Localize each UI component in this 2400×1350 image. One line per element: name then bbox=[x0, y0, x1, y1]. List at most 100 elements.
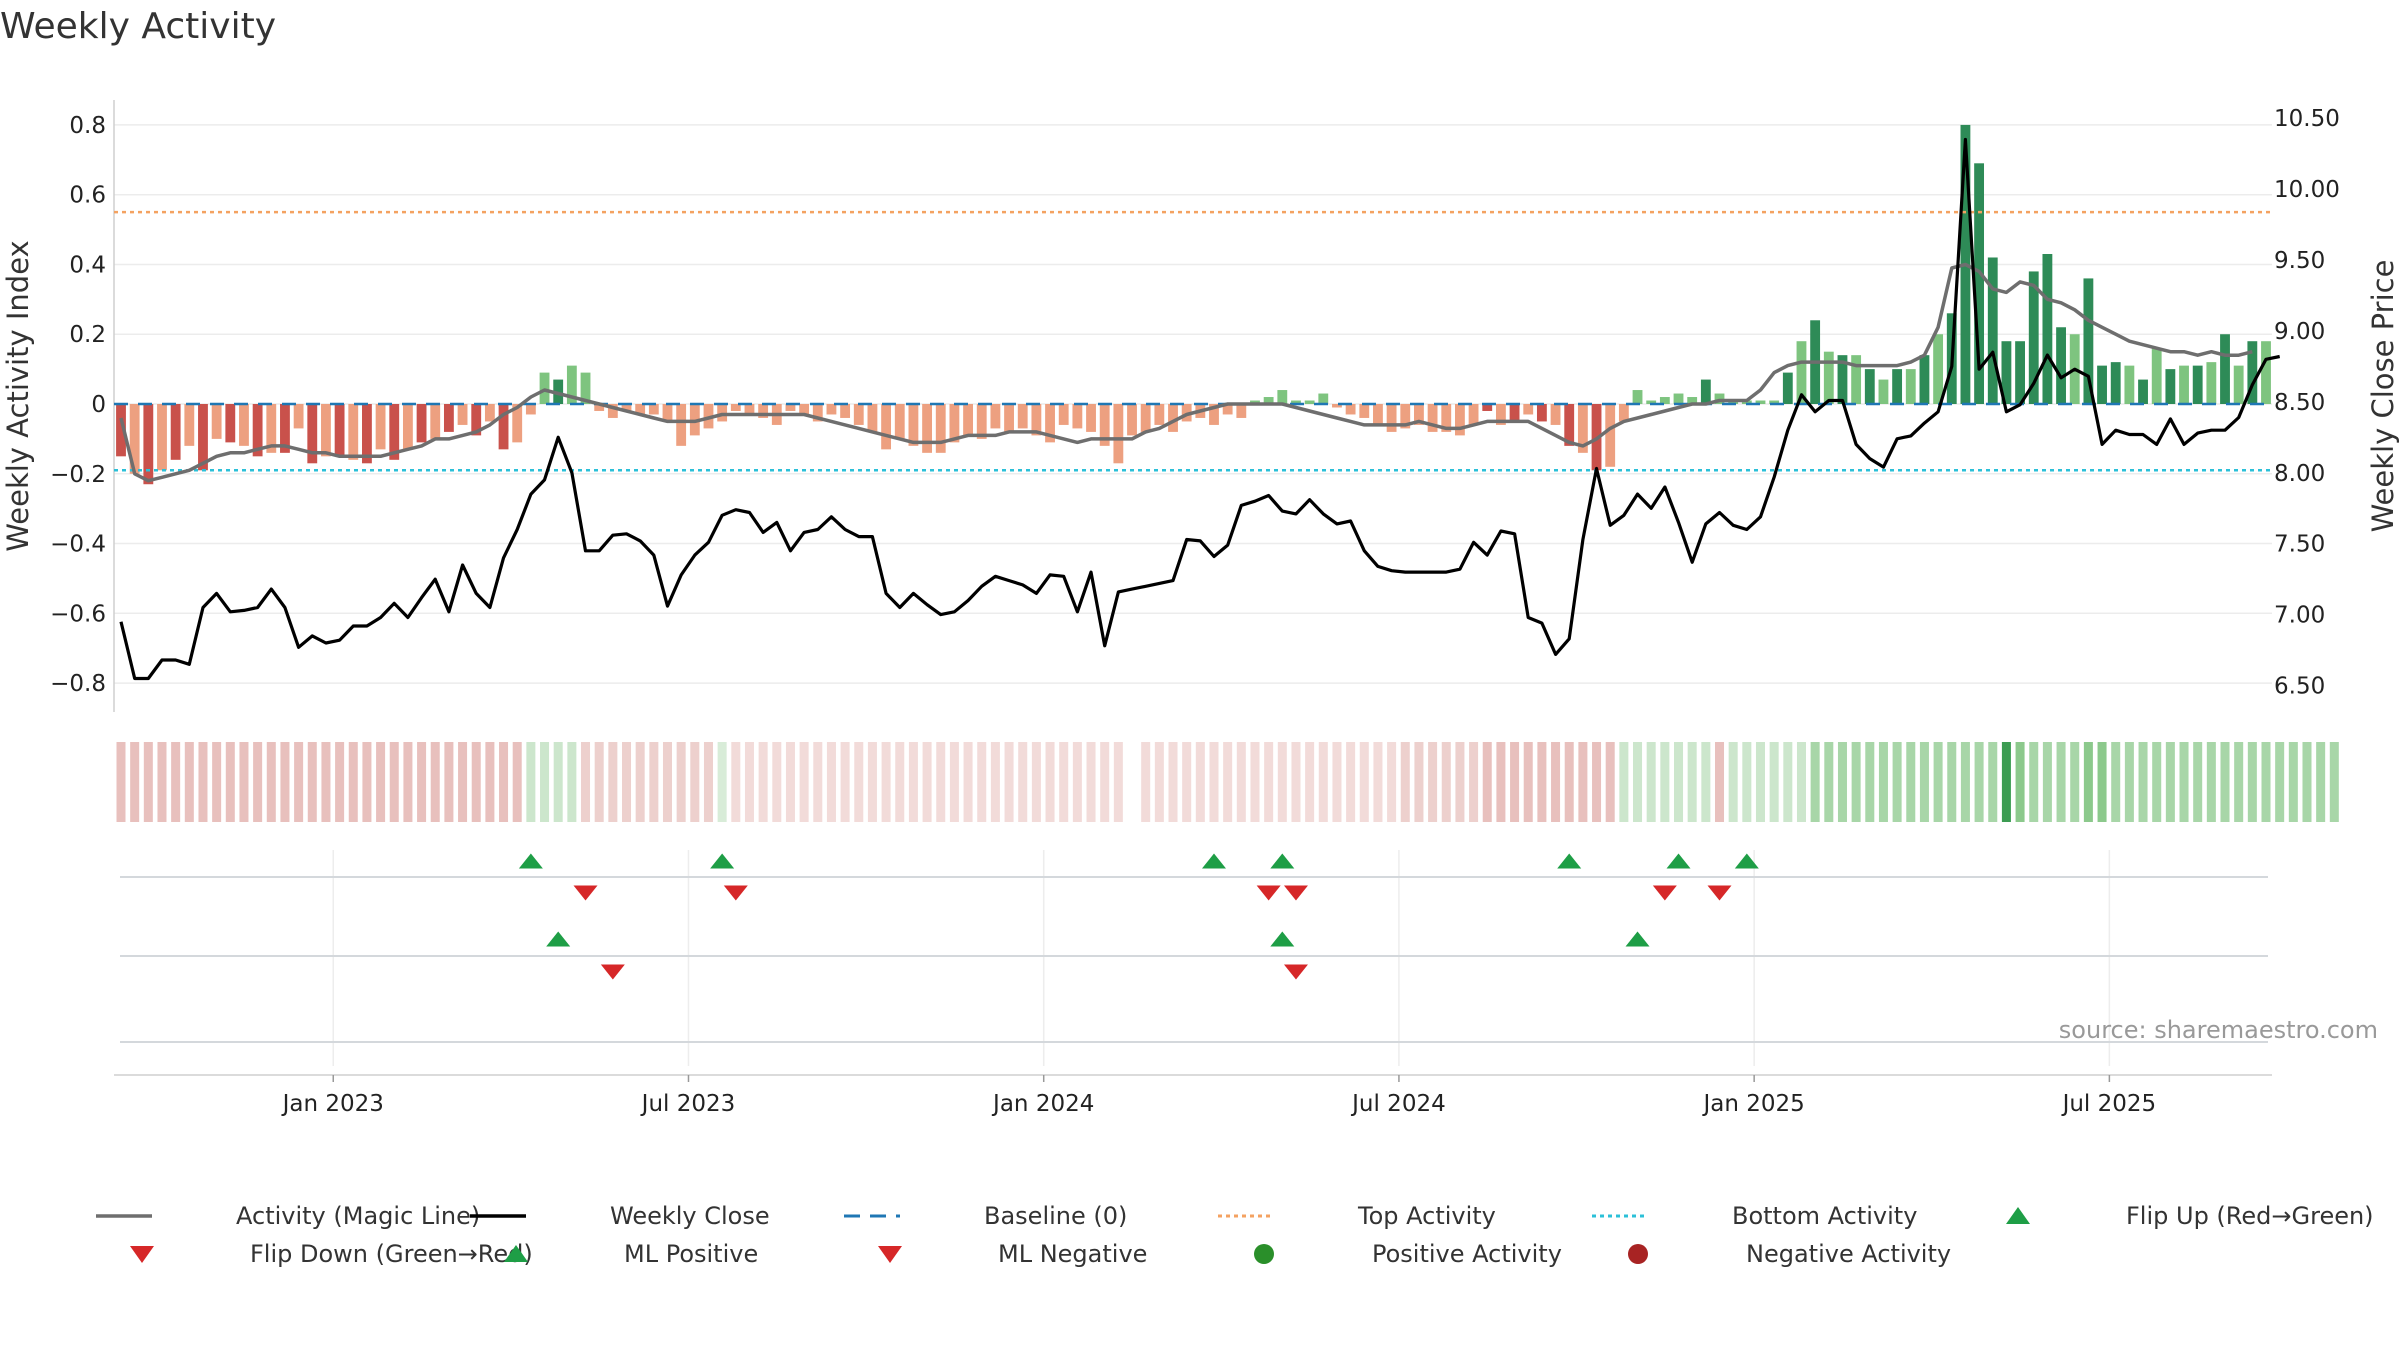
activity-bar bbox=[2083, 278, 2094, 404]
legend-label: ML Negative bbox=[998, 1240, 1147, 1268]
activity-bar bbox=[1796, 341, 1807, 404]
strip-cell bbox=[485, 742, 495, 822]
legend-swatch bbox=[504, 1245, 528, 1262]
strip-cell bbox=[2152, 742, 2162, 822]
left-axis-label: Weekly Activity Index bbox=[1, 240, 35, 551]
strip-cell bbox=[1714, 742, 1725, 822]
left-tick-label: 0.4 bbox=[69, 252, 106, 278]
strip-cell bbox=[458, 742, 468, 822]
activity-bar bbox=[457, 404, 468, 425]
activity-bar bbox=[935, 404, 946, 453]
activity-bar bbox=[1072, 404, 1083, 429]
strip-cell bbox=[553, 742, 563, 822]
activity-bar bbox=[1919, 355, 1930, 404]
strip-cell bbox=[1400, 742, 1410, 822]
right-tick-label: 10.50 bbox=[2274, 106, 2340, 132]
legend-item: Activity (Magic Line) bbox=[96, 1202, 480, 1230]
right-tick-label: 9.50 bbox=[2274, 248, 2325, 274]
strip-cell bbox=[376, 742, 386, 822]
strip-cell bbox=[2001, 742, 2011, 822]
activity-bar bbox=[758, 404, 769, 418]
flip-down-marker bbox=[1256, 885, 1281, 901]
strip-cell bbox=[1414, 742, 1424, 822]
strip-cell bbox=[362, 742, 372, 822]
activity-bar bbox=[2097, 365, 2107, 404]
activity-bar bbox=[1086, 404, 1096, 432]
left-tick-label: 0.2 bbox=[69, 322, 106, 348]
legend-label: Activity (Magic Line) bbox=[236, 1202, 480, 1230]
strip-cell bbox=[1578, 742, 1588, 822]
activity-bar bbox=[362, 404, 372, 464]
activity-bar bbox=[239, 404, 249, 446]
strip-cell bbox=[1837, 742, 1847, 822]
ml-positive-marker bbox=[1625, 931, 1650, 947]
left-tick-label: 0.8 bbox=[69, 113, 106, 139]
strip-cell bbox=[403, 742, 413, 822]
strip-cell bbox=[1810, 742, 1820, 822]
legend-item: Flip Down (Green→Red) bbox=[130, 1240, 533, 1268]
activity-bar bbox=[594, 404, 605, 411]
activity-bar bbox=[1468, 404, 1479, 425]
strip-cell bbox=[635, 742, 645, 822]
flip-up-marker bbox=[1270, 853, 1295, 869]
activity-bar bbox=[1523, 404, 1534, 415]
strip-cell bbox=[1510, 742, 1520, 822]
activity-bar bbox=[1345, 404, 1356, 415]
activity-bar bbox=[1291, 400, 1301, 404]
strip-cell bbox=[1154, 742, 1164, 822]
strip-cell bbox=[1455, 742, 1465, 822]
activity-bar bbox=[1564, 404, 1575, 446]
strip-cell bbox=[1933, 742, 1943, 822]
activity-bar bbox=[321, 404, 331, 457]
strip-cell bbox=[1373, 742, 1383, 822]
activity-bar bbox=[607, 404, 618, 418]
strip-cell bbox=[1960, 742, 1970, 822]
strip-cell bbox=[895, 742, 905, 822]
activity-bar bbox=[2261, 341, 2271, 404]
left-axis-ticks: 0.8 0.6 0.4 0.2 0 −0.2 −0.4 −0.6 −0.8 bbox=[50, 113, 106, 697]
weekly-close-series bbox=[119, 137, 2281, 681]
activity-bar bbox=[1482, 404, 1493, 411]
strip-cell bbox=[2193, 742, 2203, 822]
activity-bar bbox=[1755, 400, 1766, 404]
strip-cell bbox=[2220, 742, 2230, 822]
activity-bar bbox=[1017, 404, 1028, 429]
activity-bar bbox=[1659, 397, 1670, 404]
activity-bar bbox=[635, 404, 646, 415]
left-tick-label: −0.6 bbox=[50, 601, 106, 627]
activity-bar bbox=[1168, 404, 1178, 432]
strip-cell bbox=[867, 742, 877, 822]
activity-bar bbox=[389, 404, 400, 460]
strip-cell bbox=[1796, 742, 1806, 822]
strip-cell bbox=[977, 742, 987, 822]
strip-cell bbox=[772, 742, 782, 822]
strip-cell bbox=[2029, 742, 2039, 822]
activity-bar bbox=[1851, 355, 1862, 404]
strip-cell bbox=[1674, 742, 1684, 822]
strip-cell bbox=[936, 742, 946, 822]
strip-cell bbox=[1824, 742, 1834, 822]
activity-bar bbox=[184, 404, 195, 446]
strip-cell bbox=[881, 742, 891, 822]
strip-cell bbox=[826, 742, 836, 822]
strip-cell bbox=[1086, 742, 1096, 822]
legend-swatch bbox=[1628, 1244, 1648, 1264]
legend-label: Flip Down (Green→Red) bbox=[250, 1240, 533, 1268]
strip-cell bbox=[499, 742, 509, 822]
activity-bar bbox=[1058, 404, 1069, 425]
activity-bar bbox=[2233, 365, 2244, 404]
activity-bar bbox=[949, 404, 960, 443]
activity-bar bbox=[1509, 404, 1520, 422]
strip-cell bbox=[717, 742, 727, 822]
activity-bar bbox=[1536, 404, 1547, 422]
strip-cell bbox=[1482, 742, 1492, 822]
strip-cell bbox=[2124, 742, 2134, 822]
source-label: source: sharemaestro.com bbox=[2059, 1016, 2378, 1044]
activity-bar bbox=[1933, 334, 1944, 404]
right-tick-label: 7.00 bbox=[2274, 603, 2325, 629]
activity-bar bbox=[1837, 355, 1848, 404]
activity-bar bbox=[252, 404, 263, 457]
legend-swatch bbox=[130, 1246, 154, 1263]
activity-bar bbox=[2206, 362, 2217, 404]
strip-cell bbox=[1660, 742, 1670, 822]
